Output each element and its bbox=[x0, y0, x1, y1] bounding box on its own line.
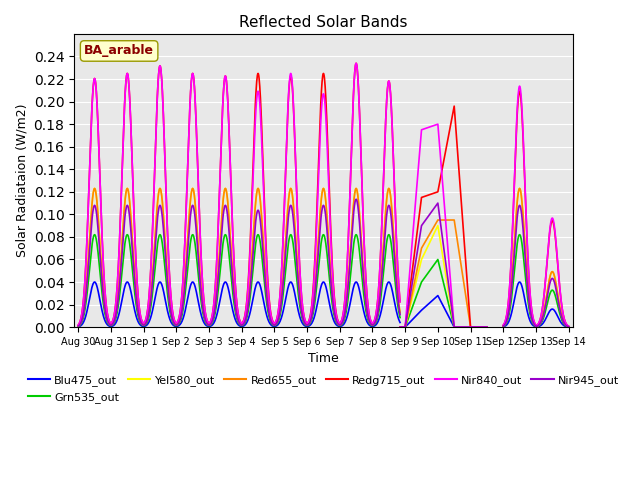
Title: Reflected Solar Bands: Reflected Solar Bands bbox=[239, 15, 408, 30]
Y-axis label: Solar Radiataion (W/m2): Solar Radiataion (W/m2) bbox=[15, 104, 28, 257]
Text: BA_arable: BA_arable bbox=[84, 45, 154, 58]
X-axis label: Time: Time bbox=[308, 352, 339, 365]
Legend: Blu475_out, Grn535_out, Yel580_out, Red655_out, Redg715_out, Nir840_out, Nir945_: Blu475_out, Grn535_out, Yel580_out, Red6… bbox=[23, 371, 624, 407]
